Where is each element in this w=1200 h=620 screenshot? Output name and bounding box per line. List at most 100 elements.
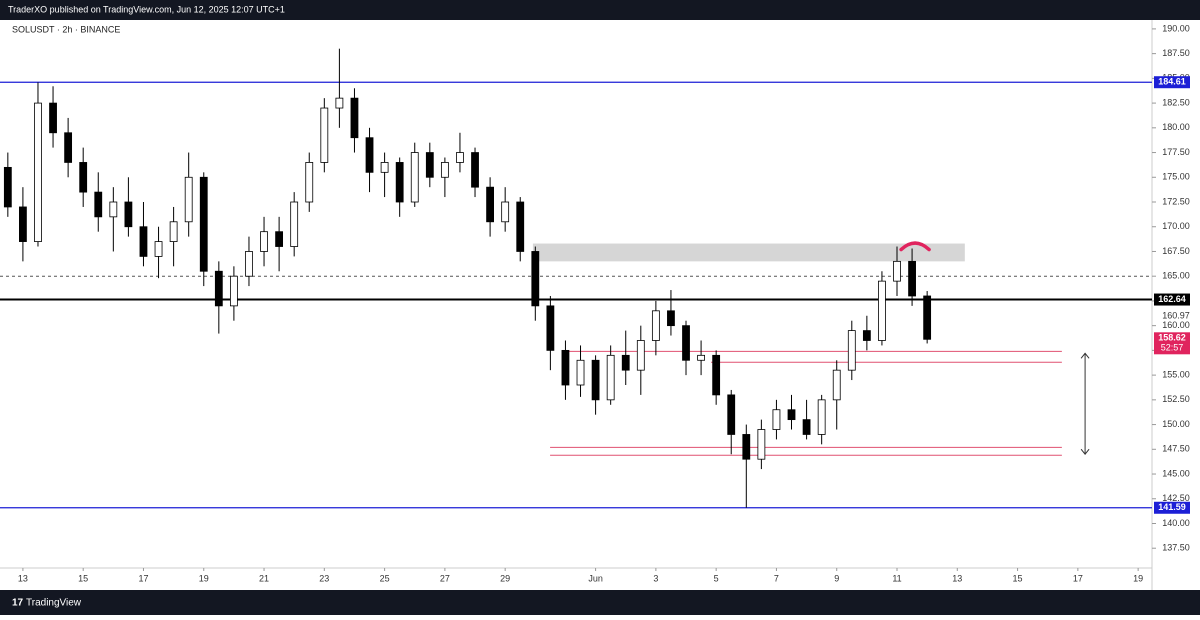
y-tick-label: 187.50 [1162, 48, 1190, 58]
candle-body [275, 231, 284, 247]
candle-body [410, 152, 419, 203]
candle-body [501, 201, 510, 223]
x-tick-label: 23 [319, 573, 329, 583]
candle-body [335, 97, 344, 109]
candle-body [757, 429, 766, 460]
x-tick-label: 19 [1133, 573, 1143, 583]
candle-body [124, 201, 133, 228]
candle-body [576, 359, 585, 386]
x-tick-label: 5 [714, 573, 719, 583]
candle-body [169, 221, 178, 242]
candle-body [742, 434, 751, 460]
candle-body [305, 162, 314, 203]
x-tick-label: 27 [440, 573, 450, 583]
candle-body [923, 295, 932, 340]
candle-body [591, 359, 600, 401]
candle-body [245, 251, 253, 277]
axis-marker-label: 160.97 [1162, 310, 1190, 320]
candle-body [878, 280, 886, 341]
candle-body [456, 152, 464, 163]
y-tick-label: 155.00 [1162, 369, 1190, 379]
candle-body [214, 270, 223, 307]
logo-icon: 17 [12, 598, 24, 609]
x-tick-label: 29 [500, 573, 510, 583]
x-tick-label: Jun [588, 573, 603, 583]
candle-body [3, 166, 12, 208]
chart-title: SOLUSDT · 2h · BINANCE [12, 24, 120, 34]
y-tick-label: 177.50 [1162, 147, 1190, 157]
publisher: TraderXO published on TradingView.com, J… [8, 4, 285, 14]
x-tick-label: 15 [78, 573, 88, 583]
candle-body [893, 260, 901, 282]
header-bar [0, 0, 1200, 20]
last-price-label: 158.62 [1158, 333, 1186, 343]
candle-body [817, 399, 826, 435]
last-price-tag [1154, 332, 1190, 355]
y-tick-label: 137.50 [1162, 543, 1190, 553]
x-tick-label: 17 [138, 573, 148, 583]
candle-body [908, 260, 916, 297]
candle-body [516, 201, 525, 252]
candle-body [425, 152, 434, 178]
candle-body [184, 176, 193, 223]
candle-body [440, 162, 449, 178]
candle-body [229, 275, 238, 307]
candle-body [49, 102, 57, 134]
candle-body [350, 97, 359, 139]
candle-body [94, 191, 103, 218]
x-tick-label: 9 [834, 573, 839, 583]
candle-body [697, 354, 705, 361]
x-tick-label: 25 [380, 573, 390, 583]
x-tick-label: 15 [1013, 573, 1023, 583]
candle-body [380, 162, 389, 173]
candle-body [802, 419, 811, 435]
zone [532, 243, 965, 262]
candle-body [561, 349, 570, 386]
candle-body [395, 162, 404, 203]
x-tick-label: 7 [774, 573, 779, 583]
candle-body [772, 409, 781, 430]
candle-body [486, 186, 494, 223]
price-level-tag [1154, 501, 1190, 514]
candle-body [471, 152, 479, 188]
candle-body [34, 102, 42, 242]
candle-body [365, 137, 374, 173]
y-tick-label: 182.50 [1162, 97, 1190, 107]
candle-body [64, 132, 73, 163]
price-level-label: 162.64 [1158, 294, 1186, 304]
candle-body [621, 354, 630, 371]
y-tick-label: 147.50 [1162, 444, 1190, 454]
y-tick-label: 140.00 [1162, 518, 1190, 528]
y-tick-label: 170.00 [1162, 221, 1190, 231]
candle-body [787, 409, 796, 421]
countdown-label: 52:57 [1161, 343, 1184, 353]
highlight-arc [899, 241, 931, 252]
candle-body [546, 305, 555, 351]
candle-body [109, 201, 118, 218]
y-tick-label: 160.00 [1162, 320, 1190, 330]
candle-body [154, 241, 163, 257]
candle-body [862, 330, 871, 341]
x-tick-label: 13 [18, 573, 28, 583]
y-tick-label: 180.00 [1162, 122, 1190, 132]
candle-body [260, 231, 268, 252]
arrow-head [1080, 352, 1090, 456]
candle-body [636, 340, 645, 371]
candle-body [79, 162, 88, 193]
x-tick-label: 13 [952, 573, 962, 583]
candle-body [531, 251, 540, 307]
candle-body [682, 325, 690, 361]
y-tick-label: 172.50 [1162, 196, 1190, 206]
y-tick-label: 150.00 [1162, 419, 1190, 429]
candle-body [667, 310, 675, 327]
x-tick-label: 19 [199, 573, 209, 583]
y-tick-label: 145.00 [1162, 468, 1190, 478]
y-tick-label: 152.50 [1162, 394, 1190, 404]
candle-body [19, 206, 27, 242]
y-tick-label: 165.00 [1162, 271, 1190, 281]
x-tick-label: 3 [653, 573, 658, 583]
candle-body [712, 354, 721, 396]
x-tick-label: 21 [259, 573, 269, 583]
